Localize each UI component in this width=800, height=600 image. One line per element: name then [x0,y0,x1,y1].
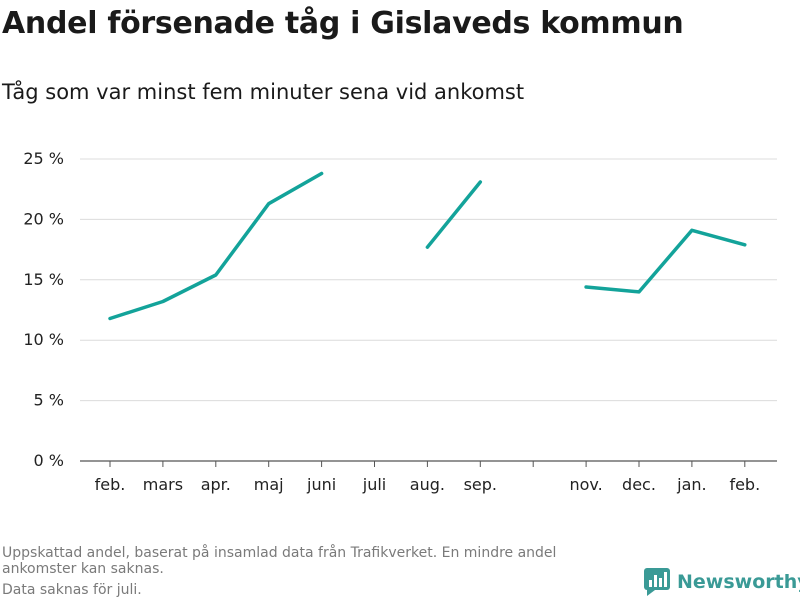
x-tick-label: maj [254,475,284,494]
series-lines [108,171,747,321]
x-tick-label: mars [143,475,183,494]
x-tick-label: aug. [410,475,445,494]
x-tick-label: feb. [729,475,760,494]
brand-name: Newsworthy [677,571,800,593]
series-line-segment [584,228,747,294]
x-tick-label: juli [362,475,386,494]
bar-chart-logo-icon [644,568,670,596]
y-tick-label: 5 % [34,391,64,410]
y-tick-label: 10 % [23,330,64,349]
y-tick-label: 25 % [23,149,64,168]
line-chart: 0 % 5 % 10 % 15 % 20 % 25 % feb. mars apr. maj ju… [23,149,777,494]
x-tick-label: feb. [95,475,126,494]
gridlines [80,158,777,462]
series-line-segment [425,180,483,249]
chart-title: Andel försenade tåg i Gislaveds kommun [2,6,684,41]
chart-subtitle: Tåg som var minst fem minuter sena vid a… [2,80,525,104]
y-tick-label: 15 % [23,270,64,289]
x-tick-label: sep. [464,475,497,494]
y-tick-label: 0 % [34,451,64,470]
x-axis: feb. mars apr. maj juni juli aug. sep. nov. dec. j… [95,461,760,494]
x-tick-label: dec. [622,475,656,494]
series-line-segment [108,171,324,321]
brand-logo: Newsworthy [644,568,800,596]
x-tick-label: jan. [676,475,706,494]
y-tick-label: 20 % [23,209,64,228]
footnote-source: Uppskattad andel, baserat på insamlad da… [2,545,557,577]
x-tick-label: juni [306,475,336,494]
x-tick-label: apr. [201,475,231,494]
x-tick-label: nov. [569,475,602,494]
footnote-missing-data: Data saknas för juli. [2,582,142,598]
y-axis: 0 % 5 % 10 % 15 % 20 % 25 % [23,149,64,470]
